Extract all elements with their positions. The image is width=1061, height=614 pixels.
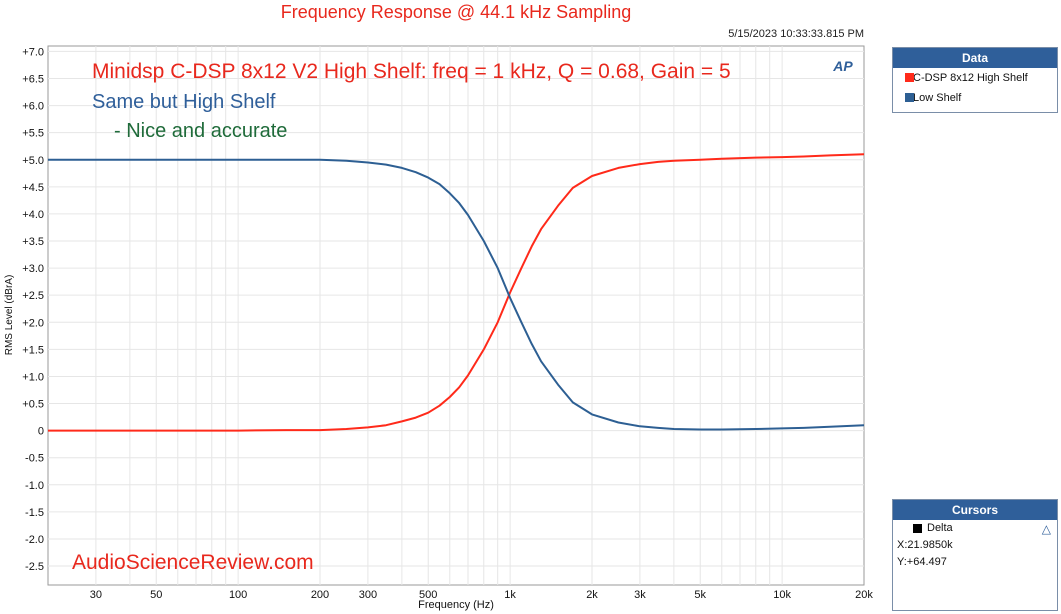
cursor-delta-label: Delta — [927, 522, 953, 534]
y-tick-label: -0.5 — [25, 453, 44, 465]
x-tick-label: 200 — [311, 589, 329, 601]
annotation-line-2: Same but High Shelf — [92, 91, 276, 113]
annotation-line-1: Minidsp C-DSP 8x12 V2 High Shelf: freq =… — [92, 60, 731, 83]
legend-swatch-high-shelf — [905, 73, 914, 82]
y-tick-label: +2.5 — [22, 290, 44, 302]
x-tick-label: 100 — [229, 589, 247, 601]
y-tick-label: -1.0 — [25, 480, 44, 492]
cursor-delta-row[interactable]: Delta △ — [893, 520, 1057, 537]
watermark: AudioScienceReview.com — [72, 551, 314, 574]
x-tick-label: 1k — [504, 589, 516, 601]
x-tick-label: 5k — [694, 589, 706, 601]
legend-label: Low Shelf — [913, 92, 962, 104]
y-tick-label: +6.5 — [22, 74, 44, 86]
ap-logo: AP — [832, 58, 853, 74]
y-tick-label: -1.5 — [25, 507, 44, 519]
annotation-line-3: - Nice and accurate — [114, 120, 287, 142]
x-tick-label: 30 — [90, 589, 102, 601]
x-tick-label: 10k — [773, 589, 791, 601]
chart-plot: +7.0 +6.5 +6.0 +5.5 +5.0 +4.5 +4.0 +3.5 +3.0 +2.5… — [4, 45, 873, 611]
x-tick-label: 50 — [150, 589, 162, 601]
y-tick-label: -2.0 — [25, 534, 44, 546]
data-panel-title: Data — [893, 48, 1057, 68]
cursors-panel: Cursors Delta △ X:21.9850k Y:+64.497 — [892, 499, 1058, 611]
legend-label: C-DSP 8x12 High Shelf — [913, 72, 1028, 84]
y-tick-label: +2.0 — [22, 317, 44, 329]
x-tick-label: 20k — [855, 589, 873, 601]
y-tick-label: +5.5 — [22, 128, 44, 140]
delta-triangle-icon[interactable]: △ — [1041, 522, 1051, 536]
x-tick-label: 500 — [419, 589, 437, 601]
y-axis-label: RMS Level (dBrA) — [4, 275, 15, 356]
y-tick-label: +4.0 — [22, 209, 44, 221]
data-legend-panel: Data C-DSP 8x12 High Shelf Low Shelf — [892, 47, 1058, 113]
series-line-low-shelf — [48, 158, 865, 431]
series-group — [48, 153, 865, 432]
y-tick-label: 0 — [38, 426, 44, 438]
legend-item-high-shelf[interactable]: C-DSP 8x12 High Shelf — [893, 68, 1057, 88]
y-tick-label: +1.5 — [22, 344, 44, 356]
x-tick-label: 2k — [586, 589, 598, 601]
y-tick-label: +3.0 — [22, 263, 44, 275]
x-axis-label: Frequency (Hz) — [418, 599, 494, 611]
legend-swatch-low-shelf — [905, 93, 914, 102]
y-tick-label: +5.0 — [22, 155, 44, 167]
tick-labels: +7.0 +6.5 +6.0 +5.5 +5.0 +4.5 +4.0 +3.5 +3.0 +2.5… — [22, 46, 873, 601]
y-tick-label: +4.5 — [22, 182, 44, 194]
y-tick-label: +7.0 — [22, 46, 44, 58]
y-tick-label: -2.5 — [25, 561, 44, 573]
cursors-panel-title: Cursors — [893, 500, 1057, 520]
timestamp: 5/15/2023 10:33:33.815 PM — [728, 28, 864, 40]
y-tick-label: +1.0 — [22, 371, 44, 383]
cursor-x-readout: X:21.9850k — [897, 539, 953, 551]
x-tick-label: 300 — [359, 589, 377, 601]
series-line-high-shelf — [48, 153, 865, 432]
delta-swatch — [913, 524, 922, 533]
plot-area — [47, 45, 865, 586]
cursor-y-readout: Y:+64.497 — [897, 556, 947, 568]
y-tick-label: +6.0 — [22, 101, 44, 113]
x-tick-label: 3k — [634, 589, 646, 601]
y-tick-label: +3.5 — [22, 236, 44, 248]
y-tick-label: +0.5 — [22, 399, 44, 411]
legend-item-low-shelf[interactable]: Low Shelf — [893, 88, 1057, 108]
chart-title: Frequency Response @ 44.1 kHz Sampling — [280, 2, 632, 22]
